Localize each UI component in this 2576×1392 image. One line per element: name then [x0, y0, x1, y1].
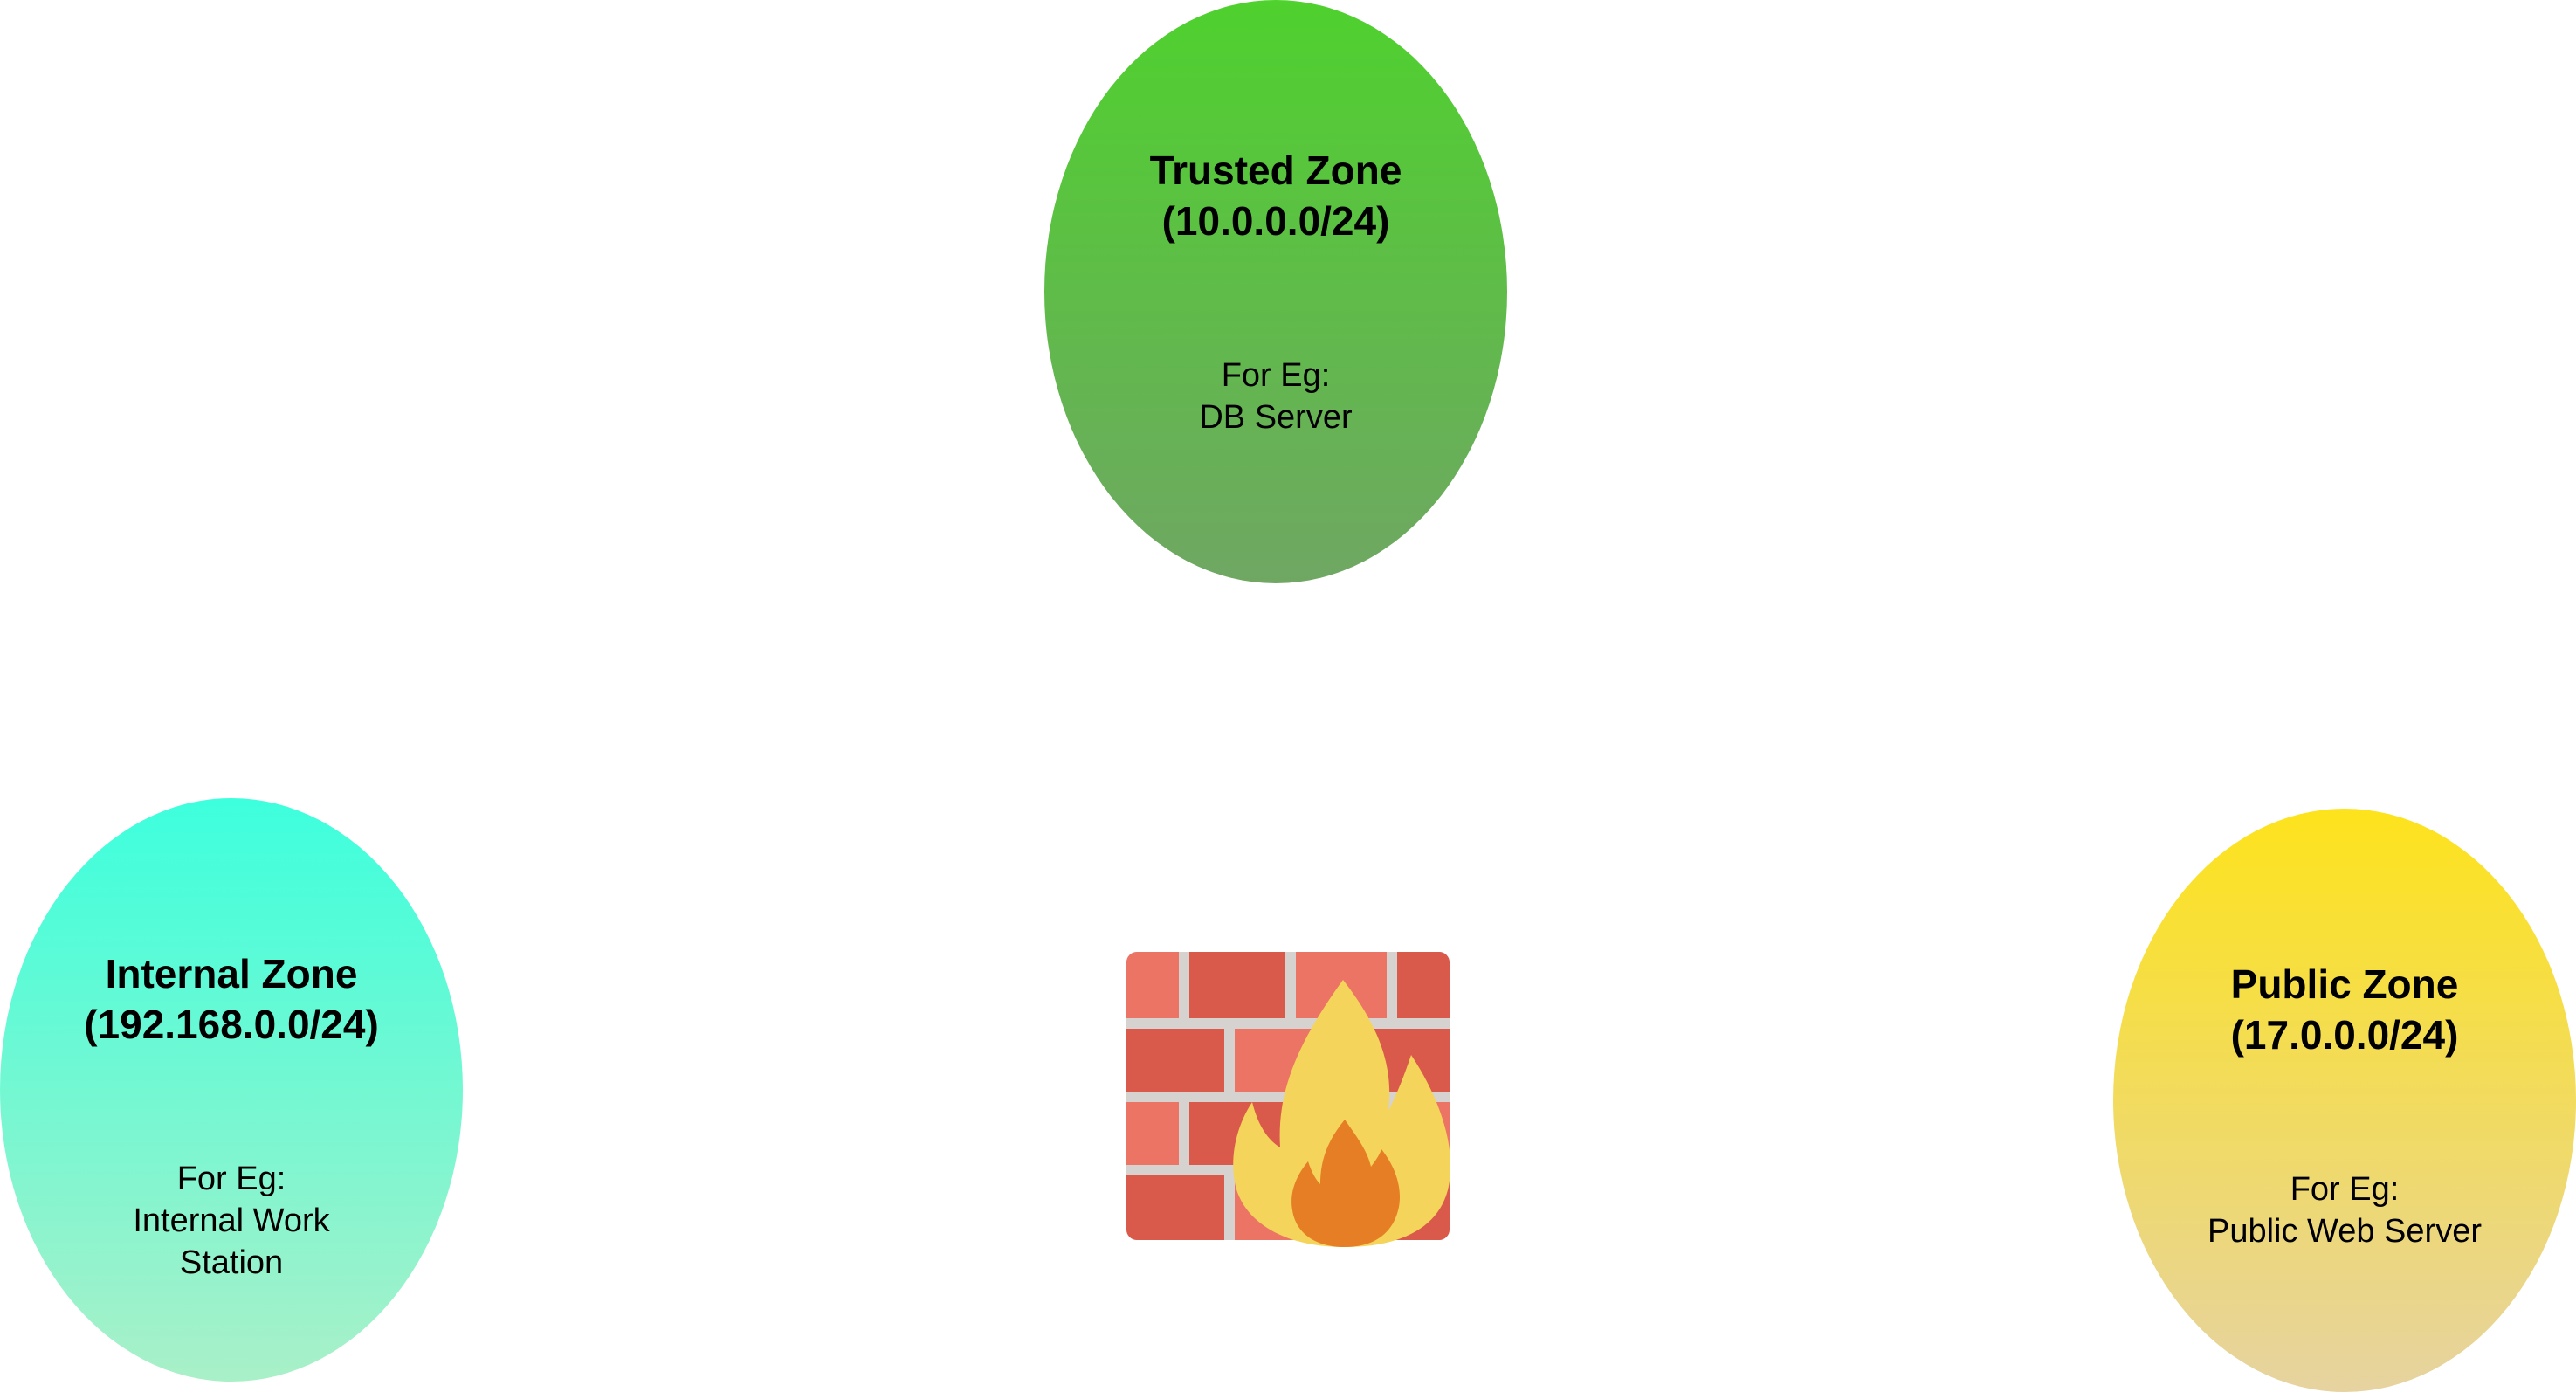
zone-name: Internal Zone [105, 951, 358, 996]
zone-name: Public Zone [2230, 961, 2459, 1007]
zone-subnet: (192.168.0.0/24) [84, 1002, 379, 1047]
zone-example-label: For Eg: [176, 1161, 286, 1197]
zone-example-label: For Eg: [1221, 357, 1331, 394]
firewall-icon [1126, 952, 1450, 1247]
brick [1126, 1175, 1224, 1240]
zone-name: Trusted Zone [1149, 148, 1402, 193]
zone-example-line: Station [179, 1244, 284, 1281]
public-zone: Public Zone (17.0.0.0/24) For Eg: Public… [2113, 809, 2576, 1392]
zone-subnet: (10.0.0.0/24) [1161, 198, 1390, 244]
zone-subnet: (17.0.0.0/24) [2230, 1012, 2459, 1058]
zone-example-line: DB Server [1199, 399, 1353, 436]
brick [1126, 1029, 1224, 1092]
zone-example-label: For Eg: [2290, 1171, 2400, 1208]
zone-example-line: Internal Work [133, 1202, 330, 1239]
brick [1126, 952, 1179, 1018]
brick [1397, 952, 1450, 1018]
zone-example-line: Public Web Server [2208, 1213, 2482, 1250]
internal-zone: Internal Zone (192.168.0.0/24) For Eg: I… [0, 798, 463, 1382]
trusted-zone: Trusted Zone (10.0.0.0/24) For Eg: DB Se… [1044, 0, 1507, 583]
flame-inner [1291, 1120, 1401, 1247]
brick [1189, 952, 1285, 1018]
brick [1126, 1102, 1179, 1165]
